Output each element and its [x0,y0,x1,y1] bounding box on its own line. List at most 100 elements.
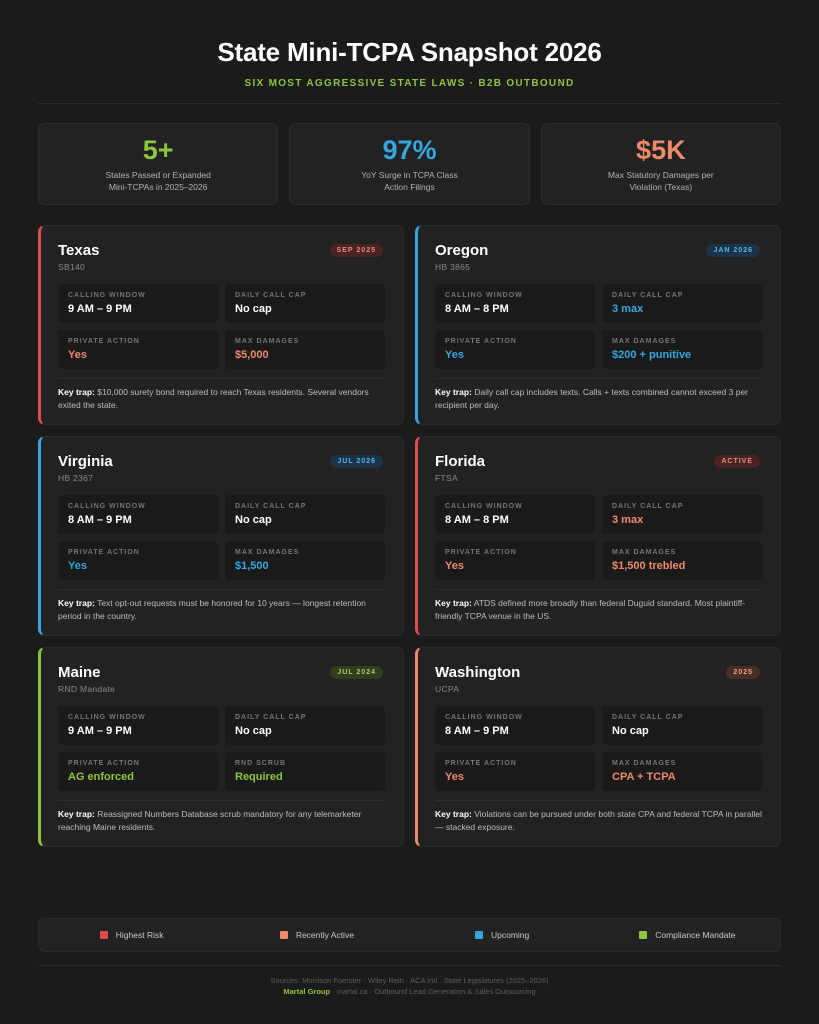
key-trap-text: Text opt-out requests must be honored fo… [58,598,366,621]
bill-code: FTSA [435,473,458,483]
fact-value: CPA + TCPA [612,771,676,783]
date-badge: JUL 2026 [330,455,383,468]
fact-value: Yes [445,771,464,783]
fact-cell: Calling Window 8 AM – 8 PM [435,284,595,323]
fact-label: Private Action [445,549,517,556]
state-card-oregon: Oregon HB 3865 JAN 2026 Calling Window 8 AM … [415,225,781,425]
fact-cell: RND Scrub Required [225,752,385,791]
state-name: Florida [435,453,486,470]
key-trap-text: Daily call cap includes texts. Calls + t… [435,387,749,410]
stats-row: 5+ States Passed or Expanded Mini-TCPAs … [38,123,781,205]
date-badge: 2025 [726,666,760,679]
state-card-maine: Maine RND Mandate JUL 2024 Calling Window 9 … [38,647,404,847]
fact-value: 9 AM – 9 PM [68,303,132,315]
fact-label: Daily Call Cap [235,714,307,721]
fact-label: Daily Call Cap [612,714,684,721]
fact-grid: Calling Window 8 AM – 9 PM Daily Call Cap N… [435,706,762,791]
key-trap-label: Key trap: [58,387,95,397]
fact-value: No cap [235,303,272,315]
page-title: State Mini-TCPA Snapshot 2026 [217,37,602,67]
legend: Highest Risk Recently Active Upcoming Co… [38,918,781,952]
footer-divider [38,965,781,966]
fact-value: 9 AM – 9 PM [68,725,132,737]
fact-cell: Max Damages $200 + punitive [602,330,762,369]
fact-cell: Calling Window 8 AM – 9 PM [435,706,595,745]
bill-code: HB 2367 [58,473,94,483]
legend-label: Highest Risk [115,930,164,940]
fact-label: Daily Call Cap [612,292,684,299]
key-trap: Key trap: Violations can be pursued unde… [435,808,762,834]
fact-value: Yes [68,349,87,361]
footer-brand-line: Martal Group · martal.ca · Outbound Lead… [0,986,819,997]
fact-cell: Private Action Yes [435,541,595,580]
fact-value: Required [235,771,283,783]
state-card-virginia: Virginia HB 2367 JUL 2026 Calling Window 8 A… [38,436,404,636]
footer-tail: · martal.ca · Outbound Lead Generation &… [332,987,536,996]
date-badge: SEP 2025 [329,244,383,257]
fact-value: 8 AM – 8 PM [445,303,509,315]
fact-cell: Max Damages $1,500 trebled [602,541,762,580]
stat-label: YoY Surge in TCPA Class Action Filings [361,170,458,192]
fact-grid: Calling Window 8 AM – 8 PM Daily Call Cap 3… [435,284,762,369]
date-badge: ACTIVE [714,455,760,468]
card-divider [58,378,385,379]
legend-swatch [279,931,288,939]
state-name: Maine [58,664,101,681]
stat-card-filings: 97% YoY Surge in TCPA Class Action Filin… [289,123,530,205]
fact-cell: Calling Window 8 AM – 9 PM [58,495,218,534]
fact-value: 3 max [612,514,644,526]
fact-cell: Daily Call Cap 3 max [602,284,762,323]
key-trap: Key trap: Text opt-out requests must be … [58,597,385,623]
key-trap: Key trap: Daily call cap includes texts.… [435,386,762,412]
date-badge: JAN 2026 [706,244,760,257]
legend-swatch [474,931,483,939]
fact-cell: Daily Call Cap No cap [225,284,385,323]
stat-value: 5+ [142,135,174,165]
fact-grid: Calling Window 9 AM – 9 PM Daily Call Cap N… [58,284,385,369]
key-trap: Key trap: $10,000 surety bond required t… [58,386,385,412]
fact-value: No cap [235,514,272,526]
fact-cell: Max Damages $1,500 [225,541,385,580]
page-subtitle: Six Most Aggressive State Laws · B2B Out… [244,78,575,89]
fact-label: Calling Window [445,714,523,721]
fact-value: 8 AM – 8 PM [445,514,509,526]
fact-label: Max Damages [612,760,677,767]
key-trap-label: Key trap: [435,387,472,397]
header: State Mini-TCPA Snapshot 2026 Six Most A… [0,0,819,89]
fact-label: Daily Call Cap [235,292,307,299]
footer-brand: Martal Group [283,987,331,996]
fact-cell: Private Action Yes [435,752,595,791]
fact-cell: Private Action Yes [435,330,595,369]
fact-label: Calling Window [68,503,146,510]
bill-code: HB 3865 [435,262,471,272]
fact-label: Daily Call Cap [612,503,684,510]
fact-value: 8 AM – 9 PM [445,725,509,737]
fact-cell: Private Action Yes [58,541,218,580]
fact-label: Private Action [445,760,517,767]
card-divider [58,589,385,590]
fact-label: Calling Window [445,292,523,299]
fact-cell: Daily Call Cap No cap [225,706,385,745]
fact-cell: Max Damages CPA + TCPA [602,752,762,791]
stat-value: $5K [636,135,686,165]
fact-value: $1,500 trebled [612,560,686,572]
key-trap-label: Key trap: [58,809,95,819]
fact-label: RND Scrub [235,760,286,767]
key-trap-label: Key trap: [435,809,472,819]
fact-cell: Private Action AG enforced [58,752,218,791]
state-name: Oregon [435,242,489,259]
card-divider [58,800,385,801]
fact-cell: Max Damages $5,000 [225,330,385,369]
bill-code: SB140 [58,262,86,272]
state-card-texas: Texas SB140 SEP 2025 Calling Window 9 AM – 9… [38,225,404,425]
state-name: Washington [435,664,521,681]
fact-value: 8 AM – 9 PM [68,514,132,526]
legend-swatch [99,931,108,939]
fact-value: $200 + punitive [612,349,692,361]
header-divider [38,103,781,104]
legend-label: Compliance Mandate [655,930,736,940]
fact-value: No cap [612,725,649,737]
bill-code: RND Mandate [58,684,116,694]
footer-sources: Sources: Morrison Foerster · Wiley Rein … [270,976,549,985]
fact-cell: Calling Window 9 AM – 9 PM [58,284,218,323]
